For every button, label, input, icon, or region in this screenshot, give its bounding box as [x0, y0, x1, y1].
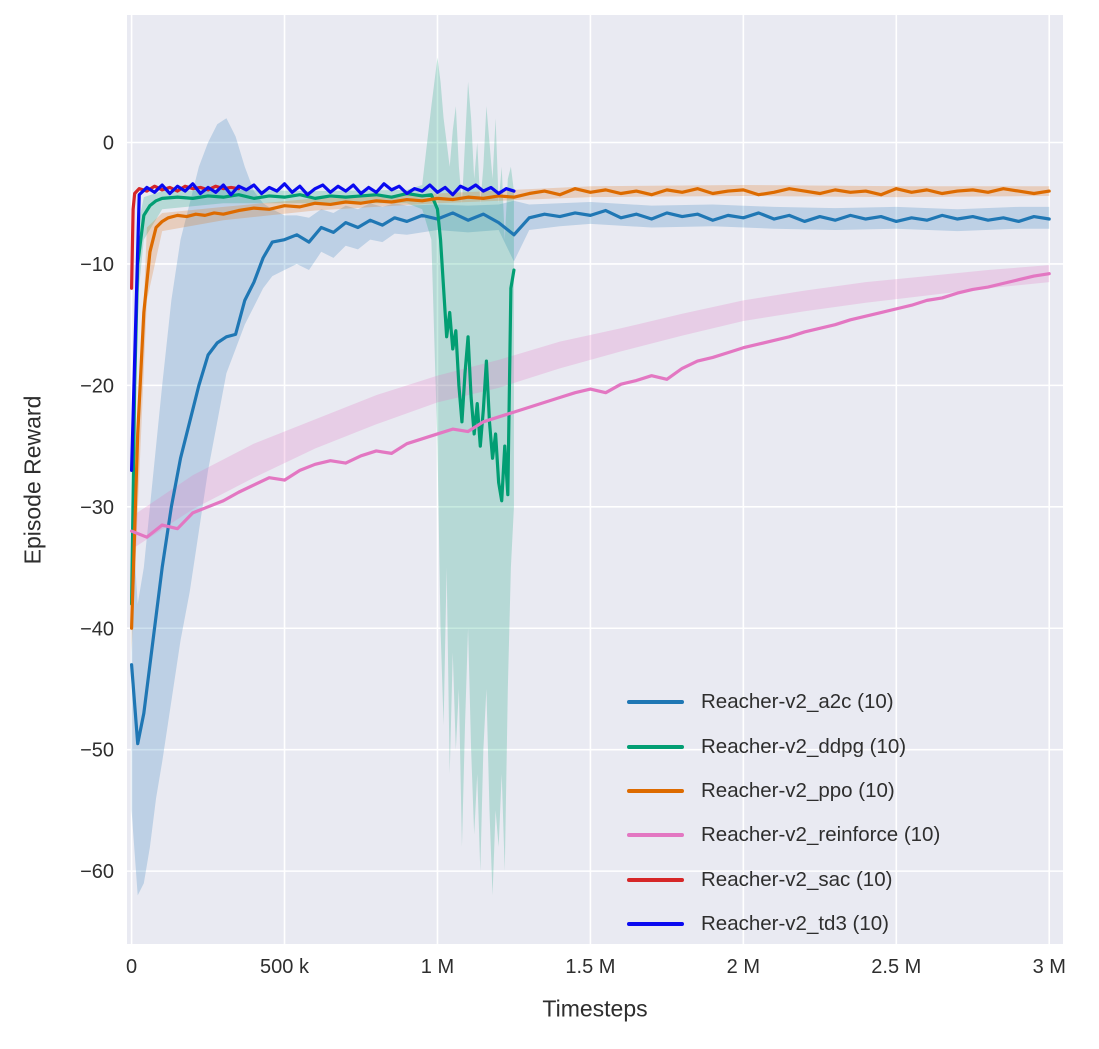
legend-line-swatch	[627, 744, 684, 749]
legend-item: Reacher-v2_sac (10)	[627, 858, 940, 902]
x-tick-label: 1 M	[421, 956, 454, 978]
legend-item: Reacher-v2_a2c (10)	[627, 680, 940, 724]
y-tick-label: −40	[80, 618, 114, 640]
legend-line-swatch	[627, 833, 684, 838]
legend-item: Reacher-v2_ddpg (10)	[627, 724, 940, 768]
series-line-Reacher-v2_ppo (10)	[129, 187, 1051, 630]
x-tick-label: 2.5 M	[871, 956, 921, 978]
legend-label: Reacher-v2_sac (10)	[701, 867, 893, 891]
legend-label: Reacher-v2_td3 (10)	[701, 912, 890, 936]
series-line-Reacher-v2_a2c (10)	[129, 208, 1051, 746]
series-line-Reacher-v2_sac (10)	[129, 184, 241, 290]
x-tick-label: 500 k	[260, 956, 310, 978]
series-line-Reacher-v2_td3 (10)	[129, 182, 516, 472]
legend: Reacher-v2_a2c (10) Reacher-v2_ddpg (10) R…	[627, 680, 940, 946]
legend-label: Reacher-v2_a2c (10)	[701, 690, 894, 714]
legend-item: Reacher-v2_td3 (10)	[627, 902, 940, 946]
x-tick-label: 3 M	[1033, 956, 1066, 978]
x-tick-label: 2 M	[727, 956, 760, 978]
legend-label: Reacher-v2_ppo (10)	[701, 778, 895, 802]
legend-line-swatch	[627, 922, 684, 927]
y-axis-label: Episode Reward	[19, 395, 46, 565]
legend-item: Reacher-v2_ppo (10)	[627, 769, 940, 813]
y-tick-label: −20	[80, 375, 114, 397]
legend-line-swatch	[627, 788, 684, 793]
x-tick-label: 1.5 M	[565, 956, 615, 978]
legend-label: Reacher-v2_reinforce (10)	[701, 823, 941, 847]
series-line-Reacher-v2_reinforce (10)	[129, 272, 1051, 539]
legend-item: Reacher-v2_reinforce (10)	[627, 813, 940, 857]
legend-label: Reacher-v2_ddpg (10)	[701, 734, 907, 758]
y-tick-label: 0	[103, 133, 114, 155]
y-tick-label: −50	[80, 740, 114, 762]
x-tick-label: 0	[126, 956, 137, 978]
legend-line-swatch	[627, 700, 684, 705]
x-axis-label: Timesteps	[542, 995, 648, 1022]
legend-line-swatch	[627, 877, 684, 882]
y-tick-label: −60	[80, 861, 114, 883]
series-line-Reacher-v2_ddpg (10)	[129, 191, 516, 606]
y-tick-label: −30	[80, 497, 114, 519]
y-tick-label: −10	[80, 254, 114, 276]
